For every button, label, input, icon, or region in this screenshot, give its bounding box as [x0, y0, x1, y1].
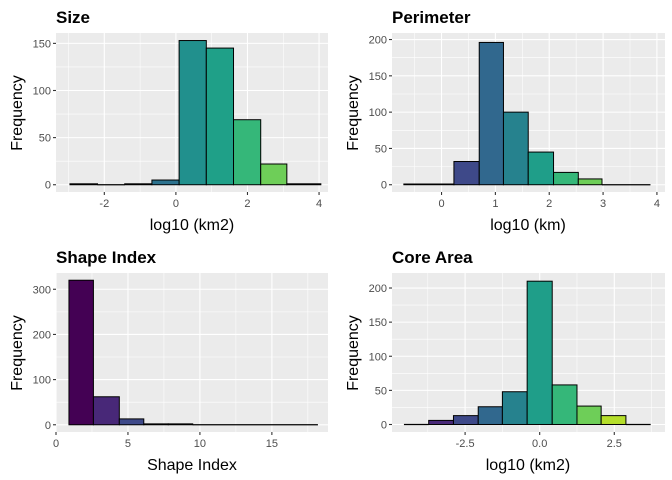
y-tick-label: 200 — [369, 283, 387, 295]
y-axis-title: Frequency — [9, 315, 26, 391]
y-tick-label: 50 — [375, 143, 387, 155]
x-tick-label: -2.5 — [456, 438, 475, 450]
chart-title: Size — [56, 8, 90, 27]
histogram-bar — [68, 279, 94, 426]
y-tick-label: 150 — [369, 71, 387, 83]
histogram-bar — [167, 423, 194, 426]
histogram-bar — [527, 151, 555, 186]
histogram-bar — [260, 163, 288, 186]
histogram-bar — [233, 119, 262, 186]
y-tick-label: 50 — [375, 385, 387, 397]
histogram-bar — [92, 396, 120, 426]
chart-title: Core Area — [392, 248, 473, 267]
y-tick-label: 0 — [381, 180, 387, 192]
histogram-bar — [600, 415, 627, 425]
histogram-bar — [124, 183, 153, 186]
chart-title: Shape Index — [56, 248, 157, 267]
x-axis-title: log10 (km2) — [486, 457, 570, 474]
x-tick-label: 2 — [546, 198, 552, 210]
y-tick-label: 100 — [33, 85, 51, 97]
histogram-bar — [551, 384, 578, 425]
histogram-bar — [478, 41, 504, 186]
x-tick-label: -2 — [99, 198, 109, 210]
y-tick-label: 200 — [33, 329, 51, 341]
x-tick-label: 4 — [654, 198, 660, 210]
histogram-bar — [403, 183, 455, 186]
histogram-bar — [553, 171, 579, 186]
y-tick-label: 0 — [381, 419, 387, 431]
y-tick-label: 200 — [369, 35, 387, 47]
y-tick-label: 0 — [45, 420, 51, 432]
y-tick-label: 100 — [33, 375, 51, 387]
x-tick-label: 1 — [492, 198, 498, 210]
x-tick-label: 0 — [53, 438, 59, 450]
x-tick-label: 0 — [173, 198, 179, 210]
histogram-bar — [452, 415, 479, 425]
histogram-bar — [143, 423, 169, 426]
histogram-bar — [577, 178, 603, 186]
histogram-bar — [151, 179, 180, 186]
chart-title: Perimeter — [392, 8, 471, 27]
y-tick-label: 0 — [45, 180, 51, 192]
x-axis-title: log10 (km2) — [150, 217, 234, 234]
perimeter-histogram-panel: 0 1 2 3 4 0 50 100 150 200 Perimeter log10 (km) Freq… — [345, 8, 665, 234]
histogram-bar — [69, 183, 99, 186]
y-tick-label: 100 — [369, 351, 387, 363]
core-area-histogram-panel: -2.5 0.0 2.5 0 50 100 150 200 Core Area log10 (km… — [345, 248, 665, 474]
y-tick-label: 100 — [369, 107, 387, 119]
histogram-bar — [576, 405, 602, 425]
histogram-bar — [453, 161, 480, 186]
y-axis-title: Frequency — [9, 75, 26, 151]
shape-index-histogram-panel: 0 5 10 15 0 100 200 300 Shape Index Shape Index Fr… — [9, 248, 328, 474]
y-tick-label: 300 — [33, 284, 51, 296]
histogram-bar — [178, 40, 207, 186]
x-tick-label: 3 — [600, 198, 606, 210]
size-histogram-panel: -2 0 2 4 0 50 100 150 Size log10 (km2) Frequency — [9, 8, 328, 234]
x-tick-label: 15 — [266, 438, 278, 450]
x-tick-label: 2.5 — [607, 438, 622, 450]
y-tick-label: 150 — [33, 38, 51, 50]
x-tick-label: 10 — [194, 438, 206, 450]
histogram-bar — [205, 47, 235, 186]
x-tick-label: 2 — [244, 198, 250, 210]
histogram-bar — [428, 419, 454, 425]
x-axis-title: log10 (km) — [490, 217, 566, 234]
histogram-bar — [502, 111, 529, 186]
x-axis-title: Shape Index — [147, 457, 237, 474]
x-tick-label: 0 — [438, 198, 444, 210]
histogram-bar — [118, 418, 145, 426]
histogram-bar — [286, 183, 322, 186]
y-axis-title: Frequency — [345, 75, 362, 151]
y-axis-title: Frequency — [345, 315, 362, 391]
histogram-bar — [501, 391, 528, 425]
x-tick-label: 0.0 — [532, 438, 547, 450]
y-tick-label: 50 — [39, 133, 51, 145]
y-tick-label: 150 — [369, 317, 387, 329]
histogram-bar — [526, 280, 553, 425]
x-tick-label: 5 — [125, 438, 131, 450]
histogram-bar — [477, 406, 503, 425]
x-tick-label: 4 — [316, 198, 322, 210]
